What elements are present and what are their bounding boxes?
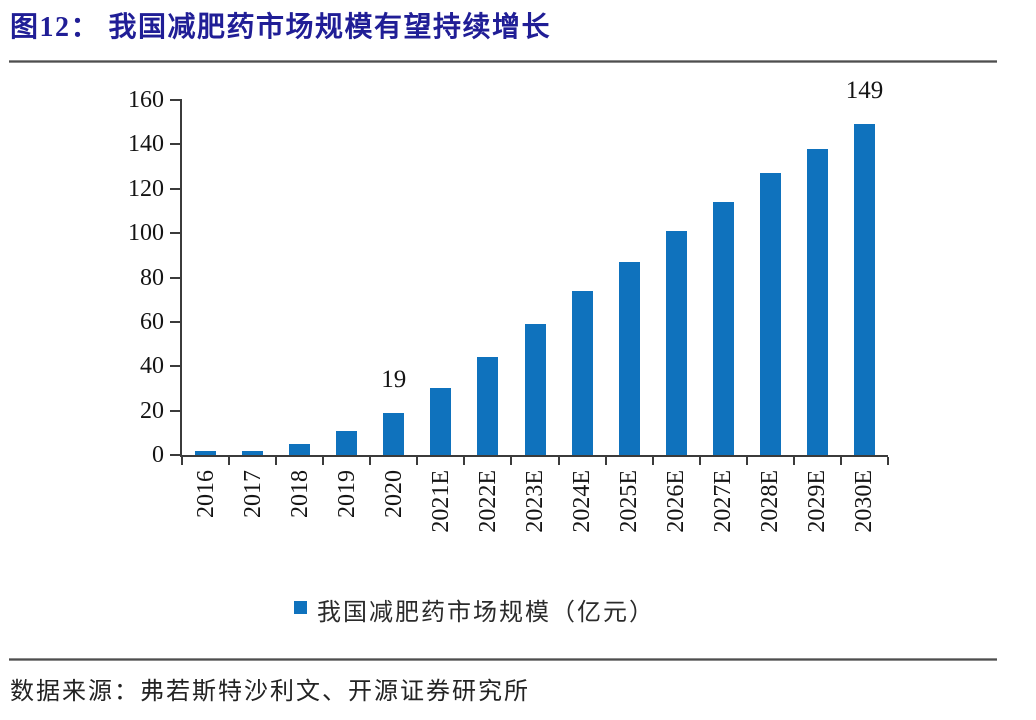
x-tick — [745, 457, 748, 465]
x-label-2017: 2017 — [239, 470, 266, 518]
x-label-2025E: 2025E — [616, 470, 643, 533]
x-tick — [322, 457, 325, 465]
y-tick — [170, 320, 180, 323]
x-label-2030E: 2030E — [851, 470, 878, 533]
bar-2024E — [571, 290, 593, 455]
x-tick — [698, 457, 701, 465]
data-source: 数据来源：弗若斯特沙利文、开源证券研究所 — [10, 679, 530, 705]
x-tick — [416, 457, 419, 465]
y-tick — [170, 143, 180, 146]
y-tick-label: 0 — [152, 442, 164, 468]
bar-2017 — [242, 450, 264, 455]
x-tick — [839, 457, 842, 465]
x-label-2022E: 2022E — [474, 470, 501, 533]
bar-2020 — [383, 412, 405, 455]
y-tick-label: 60 — [140, 308, 164, 335]
bar-2023E — [524, 324, 546, 455]
x-label-2018: 2018 — [286, 470, 313, 518]
x-tick — [463, 457, 466, 465]
y-tick — [170, 365, 180, 368]
bar-2029E — [806, 148, 828, 455]
title-divider — [9, 60, 997, 63]
x-label-2024E: 2024E — [569, 470, 596, 533]
y-tick-label: 140 — [128, 131, 164, 158]
bar-2028E — [759, 173, 781, 455]
bar-2021E — [430, 388, 452, 455]
y-tick-label: 80 — [140, 264, 164, 291]
x-label-2029E: 2029E — [804, 470, 831, 533]
x-label-2019: 2019 — [333, 470, 360, 518]
legend-swatch — [294, 601, 307, 614]
y-tick — [170, 187, 180, 190]
x-tick — [275, 457, 278, 465]
x-label-2028E: 2028E — [757, 470, 784, 533]
bar-2026E — [665, 230, 687, 455]
chart-legend: 我国减肥药市场规模（亿元） — [294, 592, 655, 627]
x-label-2026E: 2026E — [663, 470, 690, 533]
x-axis-line — [180, 455, 888, 457]
y-tick-label: 160 — [128, 87, 164, 113]
bar-2022E — [477, 357, 499, 455]
x-label-2027E: 2027E — [710, 470, 737, 533]
y-tick-label: 120 — [128, 175, 164, 202]
x-tick — [557, 457, 560, 465]
y-tick-label: 20 — [140, 397, 164, 424]
x-tick — [181, 457, 183, 465]
x-tick — [510, 457, 513, 465]
y-tick — [170, 454, 180, 456]
x-label-2020: 2020 — [380, 470, 407, 518]
x-label-2023E: 2023E — [522, 470, 548, 533]
x-tick — [604, 457, 607, 465]
y-tick-label: 40 — [140, 353, 164, 380]
y-tick — [170, 409, 180, 412]
bar-2016 — [195, 450, 217, 455]
legend-label: 我国减肥药市场规模（亿元） — [317, 600, 655, 626]
y-tick — [170, 99, 180, 101]
bar-2030E — [853, 124, 875, 455]
x-tick — [651, 457, 654, 465]
x-label-2021E: 2021E — [427, 470, 454, 533]
bar-chart: 0 20 40 60 80 100 120 140 160 2016 2017 2018 2019 202… — [128, 77, 889, 627]
x-tick — [792, 457, 795, 465]
y-tick-label: 100 — [128, 220, 164, 247]
bar-value-label: 149 — [845, 77, 884, 105]
bar-2027E — [712, 202, 734, 455]
bar-2025E — [618, 261, 640, 455]
x-label-2016: 2016 — [192, 470, 219, 518]
y-axis-line — [180, 99, 182, 457]
figure-title: 图12： 我国减肥药市场规模有望持续增长 — [10, 12, 552, 43]
x-tick — [228, 457, 231, 465]
bar-value-label: 19 — [381, 365, 407, 393]
y-tick — [170, 276, 180, 279]
x-tick — [369, 457, 372, 465]
y-tick — [170, 232, 180, 235]
bar-2019 — [336, 430, 358, 455]
footer-divider — [9, 658, 997, 661]
x-tick — [887, 457, 889, 465]
bar-2018 — [289, 443, 311, 455]
